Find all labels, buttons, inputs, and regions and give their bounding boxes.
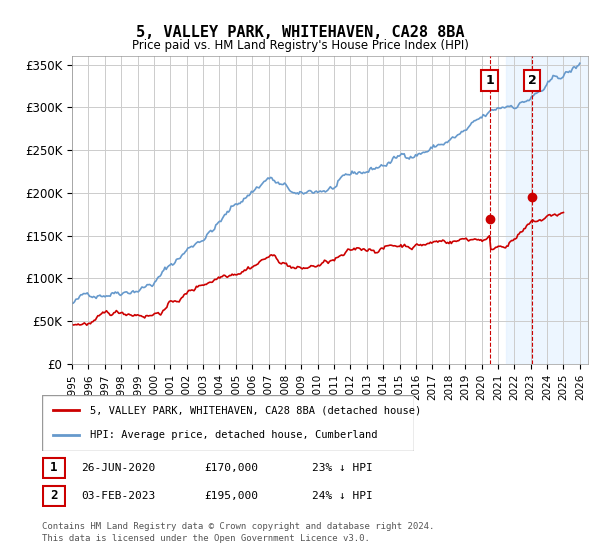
Text: 03-FEB-2023: 03-FEB-2023 <box>81 491 155 501</box>
Text: 5, VALLEY PARK, WHITEHAVEN, CA28 8BA: 5, VALLEY PARK, WHITEHAVEN, CA28 8BA <box>136 25 464 40</box>
FancyBboxPatch shape <box>43 486 65 506</box>
FancyBboxPatch shape <box>43 458 65 478</box>
Text: 1: 1 <box>50 461 58 474</box>
Text: 1: 1 <box>485 74 494 87</box>
Text: 23% ↓ HPI: 23% ↓ HPI <box>312 463 373 473</box>
Bar <box>506 56 588 364</box>
Text: This data is licensed under the Open Government Licence v3.0.: This data is licensed under the Open Gov… <box>42 534 370 543</box>
Text: 2: 2 <box>50 489 58 502</box>
Text: HPI: Average price, detached house, Cumberland: HPI: Average price, detached house, Cumb… <box>91 430 378 440</box>
Text: £195,000: £195,000 <box>204 491 258 501</box>
Text: Price paid vs. HM Land Registry's House Price Index (HPI): Price paid vs. HM Land Registry's House … <box>131 39 469 52</box>
Text: 26-JUN-2020: 26-JUN-2020 <box>81 463 155 473</box>
Text: Contains HM Land Registry data © Crown copyright and database right 2024.: Contains HM Land Registry data © Crown c… <box>42 522 434 531</box>
Text: 2: 2 <box>528 74 536 87</box>
Text: 24% ↓ HPI: 24% ↓ HPI <box>312 491 373 501</box>
Text: £170,000: £170,000 <box>204 463 258 473</box>
Text: 5, VALLEY PARK, WHITEHAVEN, CA28 8BA (detached house): 5, VALLEY PARK, WHITEHAVEN, CA28 8BA (de… <box>91 405 422 416</box>
FancyBboxPatch shape <box>42 395 414 451</box>
